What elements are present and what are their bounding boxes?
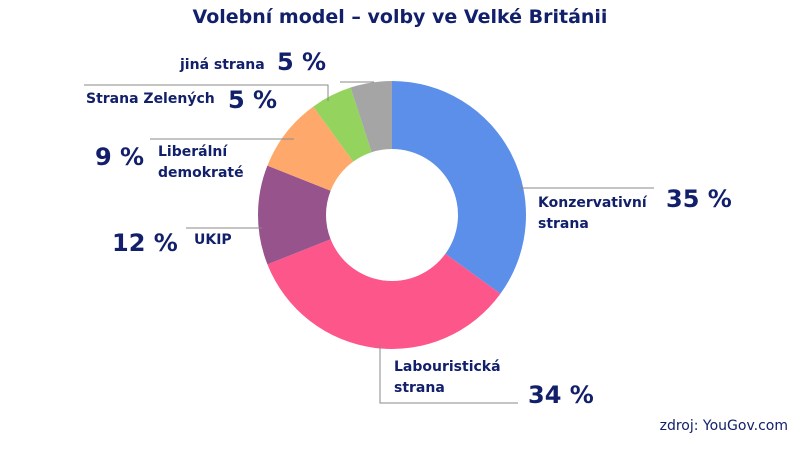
slice-value-labouristicka-strana: 34 % (528, 381, 594, 409)
slice-label-labouristicka-strana-line-1: Labouristická (394, 359, 501, 375)
slice-labouristicka-strana (267, 239, 501, 350)
slice-labels: Konzervativní strana 35 % Labouristická stra… (86, 48, 732, 409)
chart-title: Volební model – volby ve Velké Británii (192, 6, 608, 28)
slice-liberalni-demokrate (267, 106, 354, 191)
source-note: zdroj: YouGov.com (659, 418, 788, 434)
donut-slices (258, 81, 526, 350)
leader-strana-zelenych (84, 84, 329, 101)
slice-label-strana-zelenych: Strana Zelených (86, 91, 215, 107)
slice-value-ukip: 12 % (112, 229, 178, 257)
slice-label-konzervativni-strana-line-2: strana (538, 216, 589, 232)
slice-label-ukip: UKIP (194, 232, 232, 248)
slice-label-konzervativni-strana-line-1: Konzervativní (538, 195, 648, 211)
slice-label-jina-strana: jiná strana (179, 57, 265, 73)
slice-ukip (258, 165, 331, 265)
slice-label-labouristicka-strana-line-2: strana (394, 380, 445, 396)
slice-value-strana-zelenych: 5 % (228, 86, 277, 114)
slice-label-liberalni-demokrate-line-2: demokraté (158, 165, 244, 181)
slice-value-jina-strana: 5 % (277, 48, 326, 76)
slice-label-liberalni-demokrate-line-1: Liberální (158, 144, 228, 160)
leader-lines (84, 81, 654, 404)
leader-labouristicka-strana (379, 345, 518, 404)
slice-strana-zelenych (313, 87, 372, 162)
slice-value-liberalni-demokrate: 9 % (95, 143, 144, 171)
slice-jina-strana (350, 81, 392, 153)
slice-konzervativni-strana (392, 81, 526, 294)
slice-value-konzervativni-strana: 35 % (666, 185, 732, 213)
